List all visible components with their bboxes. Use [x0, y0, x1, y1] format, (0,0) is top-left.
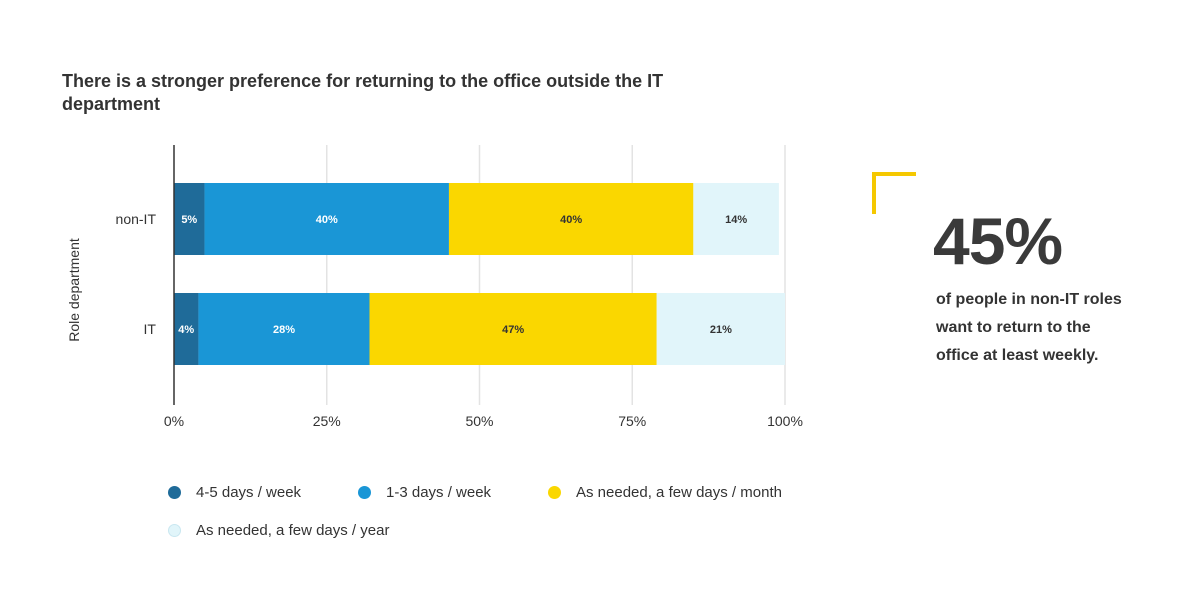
data-label: 21%: [710, 324, 732, 336]
data-label: 40%: [316, 214, 338, 226]
legend-label: As needed, a few days / year: [196, 522, 390, 539]
legend-item-4-5-days-week: 4-5 days / week: [168, 484, 301, 501]
data-label: 5%: [181, 214, 197, 226]
data-label: 28%: [273, 324, 295, 336]
data-label: 14%: [725, 214, 747, 226]
bar-segment: [448, 183, 694, 255]
bar-segment: [198, 293, 370, 365]
x-tick-label: 75%: [618, 413, 646, 429]
legend-item-few-days-year: As needed, a few days / year: [168, 522, 389, 539]
stacked-bar-chart: 5% 40% 40% 14% 4% 28% 47% 21% 0% 25% 50% 75% 100% Ro…: [66, 145, 803, 429]
legend-swatch: [168, 486, 181, 499]
data-label: 40%: [560, 214, 582, 226]
x-tick-label: 0%: [164, 413, 184, 429]
bar-segment: [656, 293, 785, 365]
y-axis-title: Role department: [66, 238, 82, 342]
bar-segment: [369, 293, 657, 365]
legend-label: 1-3 days / week: [386, 484, 492, 501]
legend-item-1-3-days-week: 1-3 days / week: [358, 484, 491, 501]
callout-value: 45%: [933, 204, 1063, 278]
legend-label: As needed, a few days / month: [576, 484, 782, 501]
bar-segment: [204, 183, 449, 255]
x-tick-label: 25%: [313, 413, 341, 429]
legend-swatch: [358, 486, 371, 499]
category-label: non-IT: [116, 211, 157, 227]
legend-swatch: [168, 524, 181, 537]
data-label: 47%: [502, 324, 524, 336]
bar-segment: [693, 183, 779, 255]
legend-swatch: [548, 486, 561, 499]
x-tick-label: 50%: [465, 413, 493, 429]
category-label: IT: [144, 321, 157, 337]
legend-label: 4-5 days / week: [196, 484, 302, 501]
x-tick-label: 100%: [767, 413, 803, 429]
bar-segment: [174, 293, 199, 365]
legend-item-few-days-month: As needed, a few days / month: [548, 484, 782, 501]
bar-segment: [174, 183, 205, 255]
chart-title: There is a stronger preference for retur…: [62, 71, 664, 114]
callout-description: of people in non-IT roles want to return…: [936, 291, 1122, 364]
data-label: 4%: [178, 324, 194, 336]
callout-accent-corner: [872, 172, 916, 214]
